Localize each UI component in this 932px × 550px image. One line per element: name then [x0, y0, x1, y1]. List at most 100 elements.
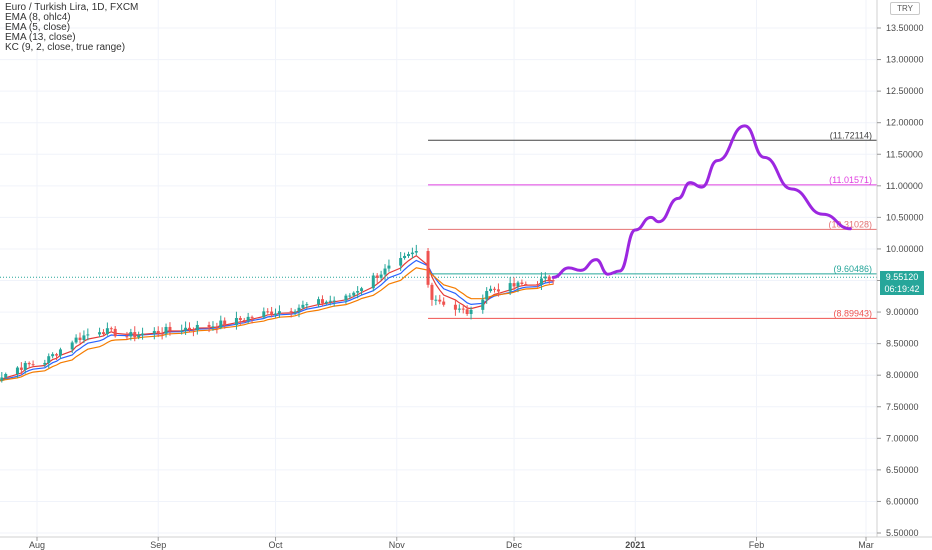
candle-body[interactable]: [47, 356, 51, 363]
candle-body[interactable]: [141, 333, 145, 336]
candle-body[interactable]: [168, 326, 172, 331]
candle-body[interactable]: [266, 311, 270, 313]
candle-body[interactable]: [496, 289, 500, 292]
candle-body[interactable]: [78, 337, 82, 340]
candle-body[interactable]: [74, 337, 78, 343]
candle-body[interactable]: [27, 362, 31, 365]
candle-body[interactable]: [469, 309, 473, 314]
indicator-legend[interactable]: Euro / Turkish Lira, 1D, FXCM EMA (8, oh…: [5, 3, 138, 53]
candle-body[interactable]: [125, 336, 129, 338]
candle-body[interactable]: [317, 299, 321, 305]
candle-body[interactable]: [137, 335, 141, 338]
candle-body[interactable]: [344, 295, 348, 301]
candle-body[interactable]: [270, 311, 274, 315]
candle-body[interactable]: [320, 299, 324, 304]
candle-body[interactable]: [457, 308, 461, 310]
candle-body[interactable]: [133, 332, 137, 338]
candle-body[interactable]: [371, 275, 375, 289]
candle-body[interactable]: [70, 342, 74, 350]
candle-body[interactable]: [58, 349, 62, 356]
candle-body[interactable]: [207, 324, 211, 328]
candle-body[interactable]: [426, 251, 430, 285]
candle-body[interactable]: [387, 265, 391, 269]
candle-body[interactable]: [485, 291, 489, 300]
candle-body[interactable]: [156, 330, 160, 334]
candle-body[interactable]: [399, 258, 403, 266]
candle-body[interactable]: [191, 329, 195, 331]
candle-body[interactable]: [547, 276, 551, 281]
candle-body[interactable]: [348, 295, 352, 297]
candle-body[interactable]: [301, 304, 305, 308]
candle-body[interactable]: [293, 311, 297, 313]
candle-body[interactable]: [524, 283, 528, 285]
candle-body[interactable]: [356, 291, 360, 293]
candle-body[interactable]: [465, 309, 469, 314]
candle-body[interactable]: [250, 316, 254, 318]
candle-body[interactable]: [23, 362, 27, 370]
candle-body[interactable]: [375, 275, 379, 278]
candle-body[interactable]: [4, 373, 8, 378]
candle-body[interactable]: [481, 299, 485, 310]
candle-body[interactable]: [180, 330, 184, 332]
candle-body[interactable]: [274, 313, 278, 315]
candle-body[interactable]: [262, 311, 266, 318]
candle-body[interactable]: [15, 367, 19, 374]
candle-body[interactable]: [406, 254, 410, 256]
candle-body[interactable]: [164, 326, 168, 334]
candle-body[interactable]: [328, 300, 332, 302]
candle-body[interactable]: [238, 317, 242, 321]
candle-body[interactable]: [516, 282, 520, 287]
candle-body[interactable]: [332, 300, 336, 302]
candle-body[interactable]: [246, 316, 250, 321]
candle-body[interactable]: [493, 288, 497, 290]
candle-body[interactable]: [195, 324, 199, 331]
candle-body[interactable]: [403, 255, 407, 259]
candle-body[interactable]: [82, 335, 86, 340]
candle-body[interactable]: [543, 276, 547, 279]
candle-body[interactable]: [410, 252, 414, 255]
candle-body[interactable]: [160, 333, 164, 335]
candle-body[interactable]: [234, 317, 238, 326]
candle-body[interactable]: [297, 307, 301, 312]
candle-body[interactable]: [305, 304, 309, 306]
candle-body[interactable]: [19, 367, 23, 370]
candle-body[interactable]: [442, 301, 446, 305]
candle-body[interactable]: [414, 251, 418, 253]
candle-body[interactable]: [98, 332, 102, 335]
candle-body[interactable]: [360, 288, 364, 292]
candle-body[interactable]: [211, 326, 215, 328]
candle-body[interactable]: [379, 274, 383, 278]
candle-body[interactable]: [512, 283, 516, 287]
candle-body[interactable]: [129, 332, 133, 337]
candle-body[interactable]: [215, 326, 219, 328]
candle-body[interactable]: [109, 328, 113, 330]
candle-body[interactable]: [277, 311, 281, 314]
candle-body[interactable]: [352, 292, 356, 296]
candle-body[interactable]: [105, 328, 109, 335]
candle-body[interactable]: [242, 320, 246, 322]
candle-body[interactable]: [489, 288, 493, 292]
candle-body[interactable]: [31, 364, 35, 366]
candle-body[interactable]: [430, 284, 434, 300]
currency-button[interactable]: TRY: [890, 2, 920, 15]
candle-body[interactable]: [551, 280, 555, 282]
candle-body[interactable]: [219, 320, 223, 328]
candle-body[interactable]: [508, 283, 512, 292]
candle-body[interactable]: [0, 377, 4, 381]
candle-body[interactable]: [55, 354, 59, 356]
candle-body[interactable]: [383, 268, 387, 275]
candle-body[interactable]: [113, 328, 117, 337]
candle-body[interactable]: [51, 354, 55, 357]
candle-body[interactable]: [152, 330, 156, 334]
candle-body[interactable]: [536, 284, 540, 286]
candle-body[interactable]: [184, 327, 188, 331]
candle-body[interactable]: [539, 278, 543, 285]
candle-body[interactable]: [289, 311, 293, 313]
candle-body[interactable]: [453, 304, 457, 310]
candle-body[interactable]: [101, 332, 105, 335]
candle-body[interactable]: [461, 308, 465, 310]
candle-body[interactable]: [223, 320, 227, 326]
candle-body[interactable]: [434, 299, 438, 301]
candle-body[interactable]: [43, 362, 47, 365]
